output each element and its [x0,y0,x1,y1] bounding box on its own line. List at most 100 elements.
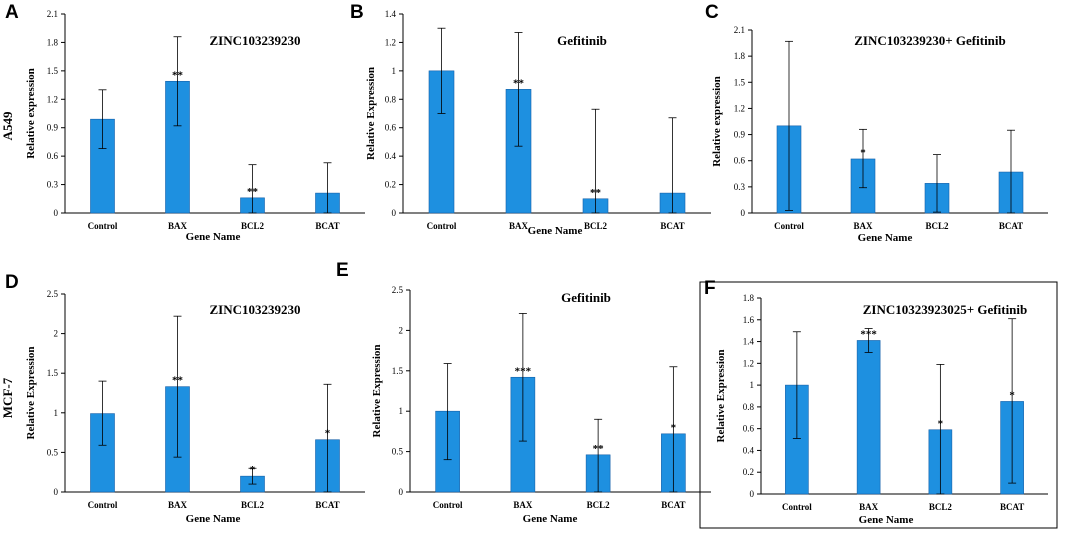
panel-f-y-tick-label: 1.2 [743,358,754,368]
panel-a-bar-bax [165,80,190,214]
panel-d-y-tick-label: 1.5 [47,368,59,378]
panel-b-y-tick-label: 0.2 [385,180,396,190]
panel-f-y-tick-label: 1.6 [743,315,755,325]
panel-c-y-tick-label: 0.9 [734,130,746,140]
panel-e-y-tick-label: 1 [399,406,404,416]
panel-f-title: ZINC10323923025+ Gefitinib [863,302,1028,317]
panel-c-significance-mark: * [860,147,866,159]
panel-e-title: Gefitinib [561,290,611,305]
panel-d-y-tick-label: 2 [54,329,59,339]
panel-d-x-axis-label: Gene Name [186,513,241,525]
panel-letter-d: D [5,272,19,293]
panel-f-y-tick-label: 0 [750,489,755,499]
panel-e-category-label: BCAT [661,500,685,510]
panel-b-category-label: BCAT [660,221,684,231]
panel-f-y-axis-label: Relative Expression [715,350,727,443]
panel-f-y-tick-label: 1.4 [743,337,755,347]
panel-b-y-tick-label: 1.2 [385,37,396,47]
panel-f-significance-mark: * [938,418,944,430]
panel-f-x-axis-label: Gene Name [859,514,914,526]
panel-d-y-tick-label: 0 [54,487,59,497]
panel-b-category-label: Control [427,221,457,231]
panel-d-category-label: BCAT [315,500,339,510]
panel-f-category-label: BAX [859,502,879,512]
panel-f-y-tick-label: 0.6 [743,424,755,434]
panel-d-category-label: BCL2 [241,500,265,510]
panel-e-y-axis-label: Relative Expression [371,345,383,438]
panel-d-y-axis-label: Relative Expression [25,347,37,440]
row-label-mcf7: MCF-7 [0,377,15,418]
panel-f-y-tick-label: 0.2 [743,467,754,477]
panel-f-y-tick-label: 0.4 [743,445,755,455]
panel-c-y-tick-label: 0.3 [734,182,746,192]
panel-a-category-label: BCL2 [241,221,265,231]
panel-e-y-tick-label: 1.5 [392,366,404,376]
panel-d-y-tick-label: 1 [54,408,59,418]
panel-f-y-tick-label: 0.8 [743,402,755,412]
panel-f-bar-bax [856,340,881,495]
panel-b-y-tick-label: 1.4 [385,9,397,19]
panel-a-x-axis-label: Gene Name [186,231,241,243]
panel-a-y-axis-label: Relative expression [25,68,37,159]
panel-b-y-tick-label: 0.6 [385,123,397,133]
panel-f-y-tick-label: 1.8 [743,293,755,303]
panel-d-significance-mark: ** [172,375,184,387]
panel-c-category-label: Control [774,221,804,231]
panel-c-y-tick-label: 0.6 [734,156,746,166]
panel-a-category-label: Control [88,221,118,231]
panel-f-category-label: BCAT [1000,502,1024,512]
panel-b-title: Gefitinib [557,33,607,48]
panel-e-y-tick-label: 0.5 [392,447,404,457]
panel-b-y-axis-label: Relative Expression [365,67,377,160]
panel-letter-b: B [350,2,364,23]
panel-f-significance-mark: *** [860,328,877,340]
panel-e-category-label: Control [433,500,463,510]
panel-a-y-tick-label: 1.2 [47,94,58,104]
panel-a-y-tick-label: 0.9 [47,123,59,133]
panel-b-category-label: BCL2 [584,221,608,231]
panel-b-x-axis-label: Gene Name [528,225,583,237]
panel-c-y-tick-label: 1.2 [734,103,745,113]
panel-b-y-tick-label: 1 [392,66,397,76]
panel-c-y-axis-label: Relative expression [711,76,723,167]
panel-a-y-tick-label: 0.3 [47,180,59,190]
panel-e-significance-mark: ** [593,443,605,455]
panel-f-significance-mark: * [1009,389,1015,401]
panel-letter-e: E [336,260,349,281]
panel-letter-c: C [705,2,719,23]
panel-c-y-tick-label: 1.5 [734,77,746,87]
panel-e-significance-mark: * [671,422,677,434]
panel-a-y-tick-label: 0.6 [47,151,59,161]
panel-a-y-tick-label: 0 [54,208,59,218]
panel-letter-a: A [5,2,19,23]
panel-c-category-label: BCL2 [925,221,949,231]
panel-a-y-tick-label: 2.1 [47,9,58,19]
row-label-a549: A549 [0,111,15,140]
panel-f-category-label: BCL2 [929,502,953,512]
panel-e-category-label: BAX [513,500,533,510]
panel-c-x-axis-label: Gene Name [858,232,913,244]
panel-a-significance-mark: ** [247,186,259,198]
panel-a-significance-mark: ** [172,69,184,81]
panel-c-y-tick-label: 0 [741,208,746,218]
panel-a-y-tick-label: 1.5 [47,66,59,76]
panel-b-y-tick-label: 0.8 [385,94,397,104]
panel-f-category-label: Control [782,502,812,512]
panel-e-y-tick-label: 2 [399,325,404,335]
panel-b-significance-mark: ** [513,77,525,89]
panel-d-significance-mark: * [250,464,256,476]
panel-d-title: ZINC103239230 [209,302,300,317]
panel-c-category-label: BCAT [999,221,1023,231]
panel-letter-f: F [704,278,716,299]
panel-b-y-tick-label: 0 [392,208,397,218]
panel-d-category-label: Control [88,500,118,510]
panel-b-y-tick-label: 0.4 [385,151,397,161]
panel-d-y-tick-label: 2.5 [47,289,59,299]
panel-d-y-tick-label: 0.5 [47,447,59,457]
panel-d-category-label: BAX [168,500,188,510]
panel-f-frame [699,281,1058,529]
panel-c-category-label: BAX [853,221,873,231]
panel-e-significance-mark: *** [515,365,532,377]
panel-e-y-tick-label: 0 [399,487,404,497]
